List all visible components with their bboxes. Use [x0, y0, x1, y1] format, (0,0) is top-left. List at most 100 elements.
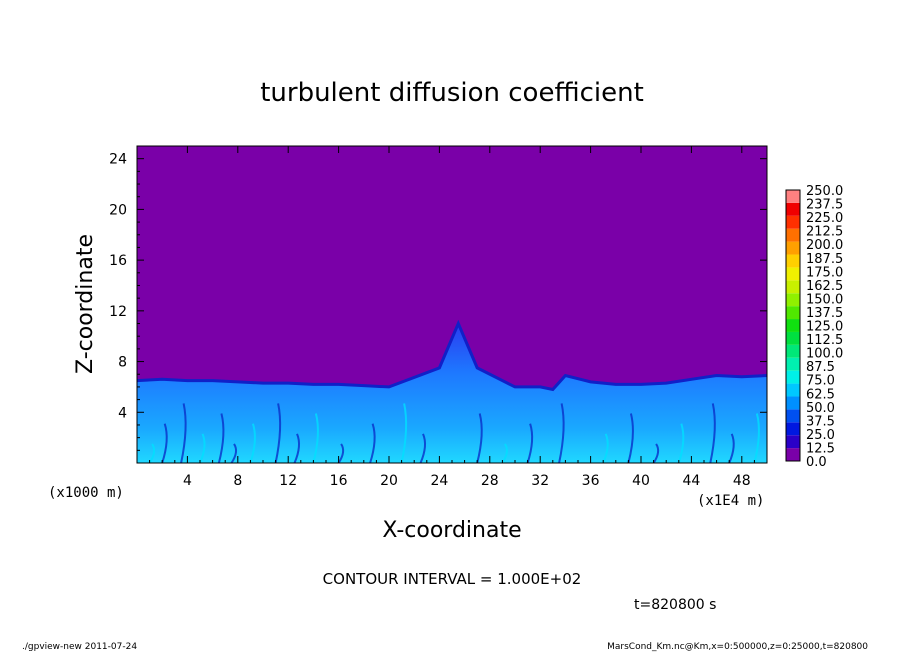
eddy-streak [337, 443, 345, 464]
colorbar-segment [786, 306, 800, 320]
eddy-streak [476, 413, 483, 464]
colorbar-segment [786, 331, 800, 345]
colorbar-segment [786, 422, 800, 436]
x-tick-label: 40 [632, 473, 650, 489]
colorbar-label: 0.0 [806, 455, 827, 470]
eddy-streak [652, 443, 660, 464]
colorbar-label: 175.0 [806, 265, 843, 280]
colorbar: 0.012.525.037.550.062.575.087.5100.0112.… [785, 184, 843, 470]
eddy-streak [677, 423, 685, 464]
colorbar-label: 237.5 [806, 198, 843, 213]
boundary-layer-field [137, 323, 767, 463]
footer-left: ./gpview-new 2011-07-24 [22, 642, 138, 652]
colorbar-segment [786, 357, 800, 371]
colorbar-segment [786, 448, 800, 461]
x-axis-label: X-coordinate [382, 518, 521, 543]
y-axis-label: Z-coordinate [73, 234, 98, 374]
colorbar-segment [786, 370, 800, 384]
x-tick-label: 4 [183, 473, 192, 489]
colorbar-label: 137.5 [806, 306, 843, 321]
colorbar-segment [786, 344, 800, 358]
x-tick-label: 36 [582, 473, 600, 489]
colorbar-label: 25.0 [806, 428, 835, 443]
y-tick-label: 8 [118, 355, 127, 371]
eddy-streak [230, 443, 238, 464]
x-tick-label: 24 [430, 473, 448, 489]
eddy-streak [369, 423, 376, 464]
colorbar-label: 100.0 [806, 347, 843, 362]
eddy-streak [199, 433, 206, 464]
colorbar-segment [786, 241, 800, 255]
colorbar-label: 112.5 [806, 333, 843, 348]
colorbar-label: 187.5 [806, 252, 843, 267]
eddy-streak [161, 423, 168, 464]
colorbar-label: 50.0 [806, 401, 835, 416]
y-tick-label: 12 [109, 304, 127, 320]
eddy-streak [249, 423, 256, 464]
colorbar-label: 200.0 [806, 238, 843, 253]
colorbar-label: 150.0 [806, 292, 843, 307]
colorbar-label: 37.5 [806, 414, 835, 429]
eddy-streak [148, 443, 156, 464]
eddy-streak [526, 423, 534, 464]
eddy-streak [627, 413, 634, 464]
x-tick-label: 48 [733, 473, 751, 489]
colorbar-segment [786, 280, 800, 294]
x-tick-label: 28 [481, 473, 499, 489]
x-unit-right: (x1E4 m) [697, 493, 764, 509]
time-label: t=820800 s [634, 597, 716, 613]
eddy-streak [400, 403, 408, 464]
eddy-streak [709, 403, 716, 464]
colorbar-label: 125.0 [806, 320, 843, 335]
eddy-streak [419, 433, 427, 464]
colorbar-label: 225.0 [806, 211, 843, 226]
colorbar-label: 75.0 [806, 374, 835, 389]
colorbar-segment [786, 190, 800, 203]
colorbar-segment [786, 435, 800, 449]
eddy-streak [501, 443, 508, 464]
colorbar-segment [786, 215, 800, 229]
colorbar-label: 12.5 [806, 441, 835, 456]
eddy-streak [558, 403, 565, 464]
contour-interval: CONTOUR INTERVAL = 1.000E+02 [323, 570, 582, 588]
x-tick-label: 8 [233, 473, 242, 489]
colorbar-label: 162.5 [806, 279, 843, 294]
boundary-layer-edge [136, 319, 768, 392]
eddy-streak [312, 413, 319, 464]
y-tick-label: 16 [109, 253, 127, 269]
colorbar-segment [786, 293, 800, 307]
colorbar-segment [786, 202, 800, 216]
x-tick-label: 44 [682, 473, 700, 489]
colorbar-frame [785, 189, 801, 462]
y-tick-label: 4 [118, 405, 127, 421]
colorbar-segment [786, 267, 800, 281]
footer-right: MarsCond_Km.nc@Km,x=0:500000,z=0:25000,t… [607, 642, 868, 652]
colorbar-label: 87.5 [806, 360, 835, 375]
chart-title: turbulent diffusion coefficient [260, 78, 644, 108]
colorbar-segment [786, 409, 800, 423]
eddy-streak [180, 403, 187, 464]
x-tick-label: 12 [279, 473, 297, 489]
colorbar-segment [786, 228, 800, 242]
eddy-streak [293, 433, 301, 464]
eddy-streak [217, 413, 225, 464]
x-tick-label: 20 [380, 473, 398, 489]
y-tick-label: 20 [109, 202, 127, 218]
x-tick-label: 16 [330, 473, 348, 489]
colorbar-label: 212.5 [806, 225, 843, 240]
eddy-streak [602, 433, 609, 464]
colorbar-segment [786, 383, 800, 397]
colorbar-label: 250.0 [806, 184, 843, 199]
colorbar-segment [786, 396, 800, 410]
eddy-streak [274, 403, 282, 464]
colorbar-label: 62.5 [806, 387, 835, 402]
colorbar-segment [786, 319, 800, 332]
plot-area [136, 145, 768, 464]
colorbar-segment [786, 254, 800, 268]
y-tick-label: 24 [109, 152, 127, 168]
x-tick-label: 32 [531, 473, 549, 489]
eddy-streak [728, 433, 735, 464]
eddy-streak [753, 413, 760, 464]
